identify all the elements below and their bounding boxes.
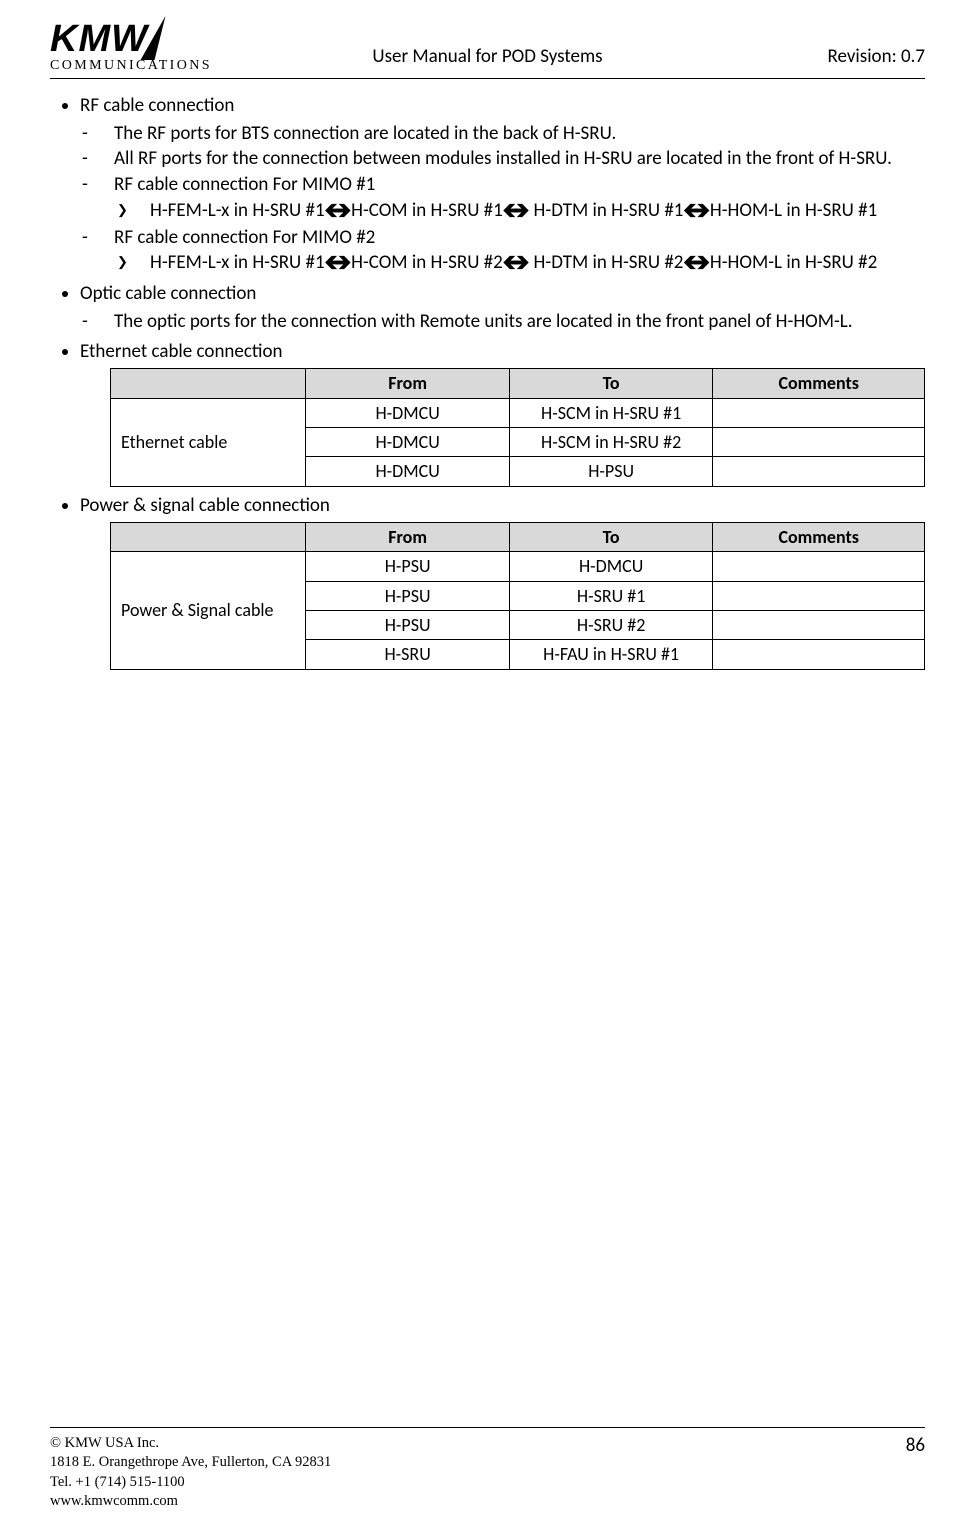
section-ethernet: Ethernet cable connection From To Commen…: [80, 339, 925, 487]
pwr-r1-to: H-DMCU: [509, 552, 713, 581]
pwr-col-to: To: [509, 523, 713, 552]
footer-tel: Tel. +1 (714) 515-1100: [50, 1473, 331, 1493]
pwr-r1-comments: [713, 552, 925, 581]
rf-m2-c: H-DTM in H-SRU #2: [529, 251, 683, 274]
eth-r2-comments: [713, 427, 925, 456]
table-header-row: From To Comments: [111, 523, 925, 552]
section-power: Power & signal cable connection From To …: [80, 493, 925, 670]
footer-rule: [50, 1427, 925, 1428]
pwr-r3-to: H-SRU #2: [509, 611, 713, 640]
rf-item-3-text: RF cable connection For MIMO #1: [114, 173, 375, 196]
rf-sublist: The RF ports for BTS connection are loca…: [80, 121, 925, 278]
footer-address: 1818 E. Orangethrope Ave, Fullerton, CA …: [50, 1453, 331, 1473]
table-row: Power & Signal cable H-PSU H-DMCU: [111, 552, 925, 581]
pwr-r4-comments: [713, 640, 925, 669]
rf-mimo2-chain: H-FEM-L-x in H-SRU #1🡸🡺H-COM in H-SRU #2…: [150, 250, 925, 277]
rf-item-1: The RF ports for BTS connection are loca…: [114, 121, 925, 147]
rf-mimo1-list: H-FEM-L-x in H-SRU #1🡸🡺H-COM in H-SRU #1…: [114, 198, 925, 225]
doc-revision: Revision: 0.7: [725, 45, 925, 74]
rf-m2-b: H-COM in H-SRU #2: [351, 251, 503, 274]
optic-sublist: The optic ports for the connection with …: [80, 309, 925, 335]
pwr-r4-from: H-SRU: [306, 640, 510, 669]
eth-col-from: From: [306, 369, 510, 398]
section-optic-title: Optic cable connection: [80, 282, 256, 305]
rf-mimo2-list: H-FEM-L-x in H-SRU #1🡸🡺H-COM in H-SRU #2…: [114, 250, 925, 277]
pwr-rowlabel: Power & Signal cable: [111, 552, 306, 669]
eth-col-to: To: [509, 369, 713, 398]
rf-m1-b: H-COM in H-SRU #1: [351, 199, 503, 222]
table-header-row: From To Comments: [111, 369, 925, 398]
rf-item-4: RF cable connection For MIMO #2 H-FEM-L-…: [114, 225, 925, 278]
bidir-arrow-icon: 🡸🡺: [503, 198, 529, 225]
power-table: From To Comments Power & Signal cable H-…: [110, 522, 925, 669]
rf-m1-a: H-FEM-L-x in H-SRU #1: [150, 199, 325, 222]
pwr-r3-comments: [713, 611, 925, 640]
pwr-r1-from: H-PSU: [306, 552, 510, 581]
page: KMW COMMUNICATIONS User Manual for POD S…: [0, 0, 975, 670]
eth-r1-to: H-SCM in H-SRU #1: [509, 398, 713, 427]
page-footer: © KMW USA Inc. 1818 E. Orangethrope Ave,…: [50, 1427, 925, 1512]
bidir-arrow-icon: 🡸🡺: [325, 198, 351, 225]
page-header: KMW COMMUNICATIONS User Manual for POD S…: [50, 22, 925, 74]
eth-r3-comments: [713, 457, 925, 486]
eth-r2-from: H-DMCU: [306, 427, 510, 456]
bidir-arrow-icon: 🡸🡺: [325, 250, 351, 277]
pwr-r2-to: H-SRU #1: [509, 581, 713, 610]
rf-item-4-text: RF cable connection For MIMO #2: [114, 226, 375, 249]
pwr-r2-from: H-PSU: [306, 581, 510, 610]
doc-title: User Manual for POD Systems: [250, 45, 725, 74]
eth-col-comments: Comments: [713, 369, 925, 398]
pwr-r2-comments: [713, 581, 925, 610]
section-rf-title: RF cable connection: [80, 94, 234, 117]
eth-rowlabel: Ethernet cable: [111, 398, 306, 486]
ethernet-table: From To Comments Ethernet cable H-DMCU H…: [110, 368, 925, 486]
footer-row: © KMW USA Inc. 1818 E. Orangethrope Ave,…: [50, 1434, 925, 1512]
logo-main: KMW: [50, 18, 148, 60]
pwr-col-blank: [111, 523, 306, 552]
footer-web: www.kmwcomm.com: [50, 1492, 331, 1512]
section-optic: Optic cable connection The optic ports f…: [80, 281, 925, 334]
section-rf: RF cable connection The RF ports for BTS…: [80, 93, 925, 277]
logo-text: KMW: [50, 22, 250, 56]
eth-r1-from: H-DMCU: [306, 398, 510, 427]
optic-item-1: The optic ports for the connection with …: [114, 309, 925, 335]
rf-item-3: RF cable connection For MIMO #1 H-FEM-L-…: [114, 172, 925, 225]
rf-item-2: All RF ports for the connection between …: [114, 146, 925, 172]
section-power-title: Power & signal cable connection: [80, 494, 330, 517]
pwr-r3-from: H-PSU: [306, 611, 510, 640]
table-row: Ethernet cable H-DMCU H-SCM in H-SRU #1: [111, 398, 925, 427]
footer-company-info: © KMW USA Inc. 1818 E. Orangethrope Ave,…: [50, 1434, 331, 1512]
bidir-arrow-icon: 🡸🡺: [683, 198, 709, 225]
footer-copyright: © KMW USA Inc.: [50, 1434, 331, 1454]
pwr-col-comments: Comments: [713, 523, 925, 552]
rf-m1-c: H-DTM in H-SRU #1: [529, 199, 683, 222]
page-number: 86: [906, 1434, 925, 1457]
eth-col-blank: [111, 369, 306, 398]
rf-m2-d: H-HOM-L in H-SRU #2: [710, 251, 877, 274]
logo: KMW COMMUNICATIONS: [50, 22, 250, 74]
eth-r3-from: H-DMCU: [306, 457, 510, 486]
logo-subtitle: COMMUNICATIONS: [50, 58, 250, 74]
section-ethernet-title: Ethernet cable connection: [80, 340, 282, 363]
rf-m2-a: H-FEM-L-x in H-SRU #1: [150, 251, 325, 274]
eth-r1-comments: [713, 398, 925, 427]
eth-r2-to: H-SCM in H-SRU #2: [509, 427, 713, 456]
rf-m1-d: H-HOM-L in H-SRU #1: [710, 199, 877, 222]
rf-mimo1-chain: H-FEM-L-x in H-SRU #1🡸🡺H-COM in H-SRU #1…: [150, 198, 925, 225]
content: RF cable connection The RF ports for BTS…: [50, 79, 925, 669]
bidir-arrow-icon: 🡸🡺: [503, 250, 529, 277]
eth-r3-to: H-PSU: [509, 457, 713, 486]
pwr-r4-to: H-FAU in H-SRU #1: [509, 640, 713, 669]
pwr-col-from: From: [306, 523, 510, 552]
top-list: RF cable connection The RF ports for BTS…: [50, 93, 925, 669]
bidir-arrow-icon: 🡸🡺: [683, 250, 709, 277]
